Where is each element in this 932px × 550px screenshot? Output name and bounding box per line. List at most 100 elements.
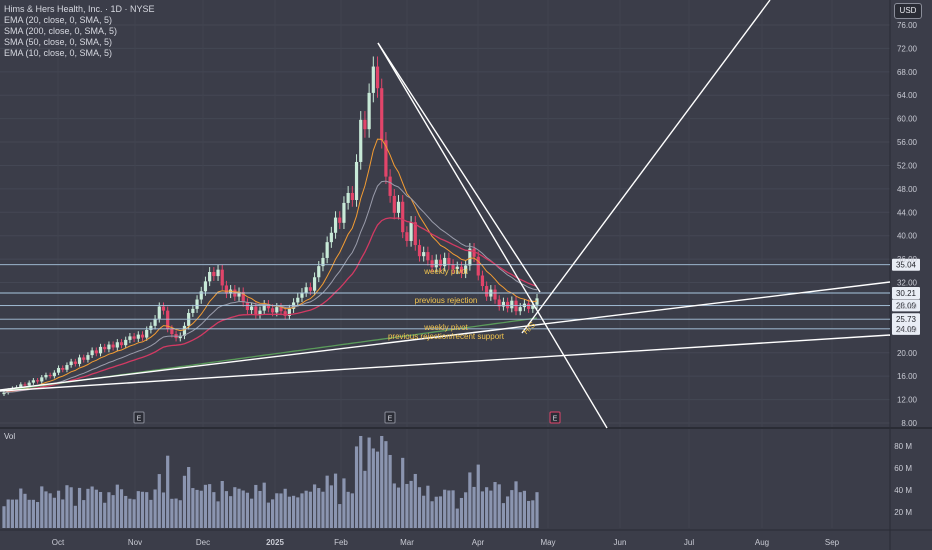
- indicator-sma200[interactable]: SMA (200, close, 0, SMA, 5): [4, 26, 118, 36]
- volume-bar: [170, 498, 174, 528]
- volume-bar: [426, 485, 430, 528]
- volume-bar: [367, 437, 371, 528]
- candle-body: [31, 380, 35, 383]
- candle-body: [229, 289, 233, 294]
- y-axis[interactable]: 8.00 12.00 16.00 20.00 24.00 28.00 32.00 36.00 4…: [897, 21, 918, 428]
- volume-bar: [304, 490, 308, 528]
- volume-bar: [287, 496, 291, 528]
- volume-bar: [27, 499, 31, 528]
- level-badge: [892, 299, 920, 312]
- earnings-marker: [133, 411, 145, 424]
- candle-body: [94, 350, 98, 354]
- candle-body: [308, 287, 312, 291]
- volume-tick-label: 20 M: [894, 508, 912, 517]
- volume-bar: [19, 488, 23, 528]
- annotation-label: weekly pivot: [423, 267, 468, 276]
- candle-body: [73, 361, 77, 364]
- indicator-sma50[interactable]: SMA (50, close, 0, SMA, 5): [4, 37, 113, 47]
- volume-bar: [191, 488, 195, 528]
- symbol-title: Hims & Hers Health, Inc. · 1D · NYSE: [4, 4, 155, 14]
- volume-bar: [480, 491, 485, 528]
- volume-bar: [371, 448, 375, 528]
- candle-body: [422, 252, 426, 257]
- indicator-ema10[interactable]: EMA (10, close, 0, SMA, 5): [4, 48, 113, 58]
- trendline: [377, 42, 541, 293]
- volume-bar: [82, 500, 86, 528]
- volume-bar: [430, 501, 434, 528]
- volume-bar: [237, 488, 241, 528]
- volume-bar: [434, 496, 438, 528]
- volume-bar: [203, 484, 208, 528]
- volume-bar: [136, 491, 140, 528]
- volume-bar: [535, 492, 539, 528]
- volume-bar: [44, 491, 48, 528]
- level-badge-label: 35.04: [896, 261, 917, 270]
- candle-body: [480, 275, 485, 287]
- volume-bar: [531, 500, 535, 528]
- candle-body: [69, 361, 73, 366]
- candle-body: [170, 328, 174, 335]
- volume-bar: [124, 495, 128, 528]
- volume-bar: [506, 496, 510, 528]
- candle-body: [182, 325, 187, 336]
- candle-body: [464, 265, 468, 274]
- volume-bar: [48, 493, 52, 528]
- candle-body: [262, 304, 266, 311]
- candle-body: [241, 291, 245, 303]
- volume-bar: [31, 499, 35, 528]
- y-tick-label: 76.00: [897, 21, 918, 30]
- volume-axis: 80 M 60 M 40 M 20 M: [894, 442, 912, 517]
- candle-body: [350, 192, 354, 201]
- volume-bar: [489, 490, 493, 528]
- level-badge: [892, 287, 920, 300]
- volume-bar: [350, 493, 354, 528]
- volume-bar: [321, 491, 325, 528]
- candle-body: [44, 375, 48, 378]
- trendline: [0, 281, 891, 391]
- candle-body: [166, 310, 170, 329]
- candle-body: [535, 298, 539, 305]
- candle-body: [468, 248, 472, 266]
- volume-bar: [333, 473, 338, 528]
- y-tick-label: 32.00: [897, 279, 918, 288]
- candle-body: [346, 192, 350, 203]
- candle-body: [317, 266, 321, 278]
- y-tick-label: 12.00: [897, 396, 918, 405]
- volume-bar: [103, 502, 107, 528]
- candle-body: [485, 286, 489, 297]
- candle-body: [438, 259, 443, 267]
- x-tick-label: May: [540, 538, 555, 547]
- currency-badge[interactable]: USD: [894, 3, 922, 19]
- candle-body: [426, 252, 430, 261]
- volume-bar: [380, 436, 384, 528]
- volume-bar: [329, 485, 333, 528]
- volume-bar: [119, 489, 124, 528]
- volume-bar: [459, 497, 464, 528]
- indicator-ema20[interactable]: EMA (20, close, 0, SMA, 5): [4, 15, 113, 25]
- y-tick-label: 8.00: [901, 419, 917, 428]
- y-tick-label: 20.00: [897, 349, 918, 358]
- candle-body: [61, 367, 65, 370]
- candle-body: [237, 291, 241, 297]
- candle-body: [191, 308, 195, 313]
- y-tick-label: 16.00: [897, 372, 918, 381]
- volume-bar: [77, 487, 82, 528]
- volume-bar: [413, 473, 417, 528]
- y-tick-label: 48.00: [897, 185, 918, 194]
- chart-legend[interactable]: Hims & Hers Health, Inc. · 1D · NYSE EMA…: [4, 4, 155, 59]
- candle-body: [359, 119, 363, 162]
- volume-bar: [233, 487, 237, 528]
- volume-bar: [61, 499, 65, 528]
- candle-body: [220, 269, 224, 286]
- candle-body: [501, 301, 506, 307]
- candle-body: [245, 302, 250, 311]
- volume-bar: [455, 508, 459, 528]
- volume-bar: [275, 493, 279, 528]
- candle-body: [455, 266, 459, 270]
- x-axis[interactable]: Oct Nov Dec 2025 Feb Mar Apr May Jun Jul Aug Sep: [52, 538, 840, 547]
- candle-body: [115, 342, 119, 348]
- candle-body: [203, 281, 208, 292]
